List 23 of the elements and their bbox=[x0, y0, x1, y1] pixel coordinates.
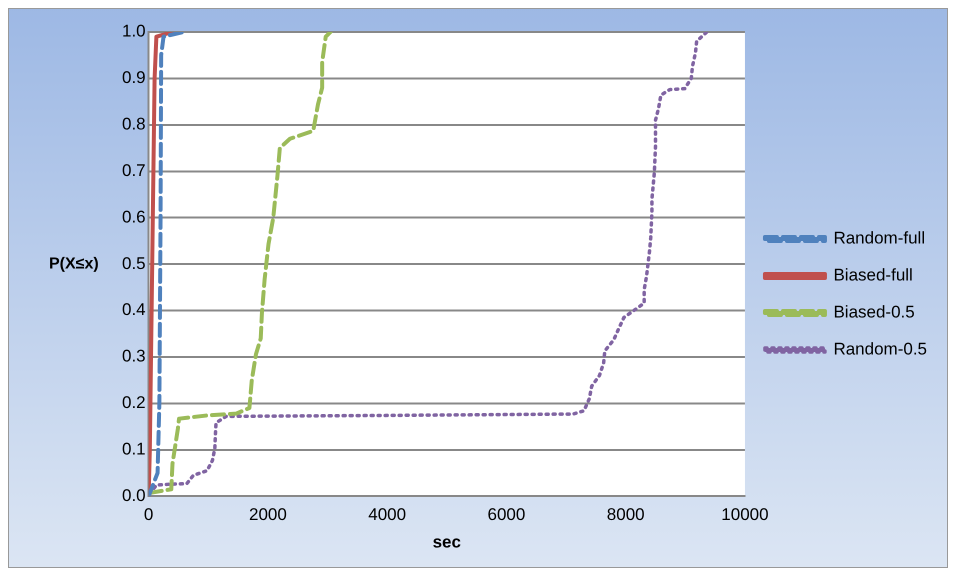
x-tick-label: 4000 bbox=[368, 505, 406, 524]
x-tick-label: 2000 bbox=[248, 505, 287, 524]
x-tick-label: 8000 bbox=[606, 505, 645, 524]
y-tick-label: 0.9 bbox=[122, 68, 146, 88]
y-tick-label: 0.8 bbox=[122, 114, 146, 134]
y-tick-label: 0.7 bbox=[122, 160, 146, 180]
x-tick-label: 0 bbox=[144, 505, 154, 524]
x-axis-title: sec bbox=[432, 532, 461, 552]
y-tick-label: 0.6 bbox=[122, 207, 146, 226]
y-tick-label: 0.5 bbox=[122, 254, 146, 273]
legend-label: Biased-0.5 bbox=[833, 302, 915, 322]
x-tick-label: 6000 bbox=[488, 505, 526, 524]
y-tick-label: 0.4 bbox=[122, 300, 146, 320]
y-tick-label: 0.1 bbox=[122, 439, 146, 458]
y-tick-label: 0.3 bbox=[122, 346, 146, 366]
legend-label: Random-full bbox=[833, 228, 926, 248]
legend-label: Biased-full bbox=[833, 266, 913, 285]
y-tick-label: 1.0 bbox=[122, 22, 146, 41]
y-tick-label: 0.0 bbox=[122, 486, 146, 505]
y-tick-label: 0.2 bbox=[122, 393, 146, 412]
legend-label: Random-0.5 bbox=[833, 340, 928, 359]
x-tick-label: 10000 bbox=[721, 505, 769, 524]
y-axis-title: P(X≤x) bbox=[49, 256, 99, 273]
